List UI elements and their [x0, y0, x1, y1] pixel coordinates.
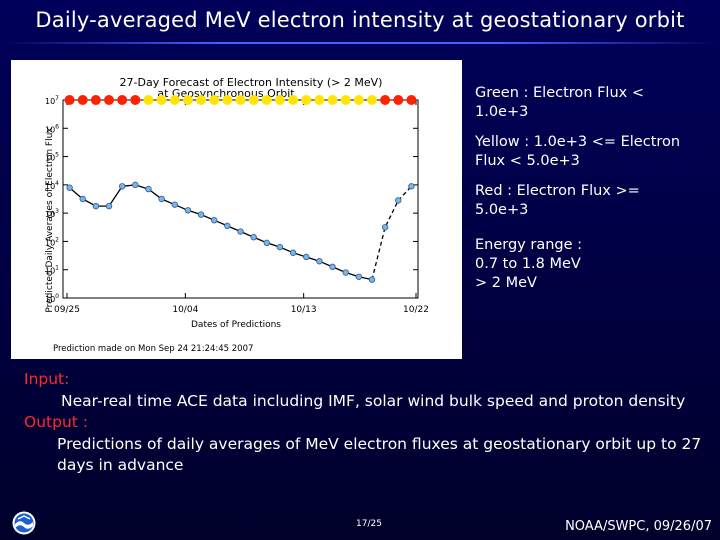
flux-line-projected	[371, 185, 412, 280]
energy-range-2: > 2 MeV	[475, 275, 537, 291]
chart-plot-area: 100 101 102 103 104 105 106 107 09/25 10/04 10/13 1…	[45, 95, 429, 315]
energy-range-label: Energy range :	[475, 237, 583, 253]
alert-dot	[274, 95, 285, 105]
title-divider	[0, 42, 720, 44]
y-tick-label: 103	[45, 208, 59, 219]
noaa-logo-icon	[12, 511, 36, 535]
flux-point	[381, 224, 389, 231]
flux-point	[303, 253, 310, 261]
flux-point	[355, 273, 363, 280]
flux-point	[79, 195, 86, 203]
y-tick-label: 106	[45, 123, 59, 134]
energy-range-1: 0.7 to 1.8 MeV	[475, 256, 581, 272]
alert-dot	[353, 95, 364, 105]
flux-point	[250, 233, 257, 241]
alert-dot	[169, 95, 180, 105]
flux-point	[171, 201, 178, 208]
flux-point	[342, 269, 349, 276]
flux-point	[368, 276, 376, 283]
y-tick-label: 101	[45, 265, 59, 276]
alert-dot	[301, 95, 312, 105]
flux-point	[158, 195, 165, 203]
alert-dot	[340, 95, 351, 105]
flux-point	[132, 181, 139, 189]
y-tick-label: 104	[45, 180, 59, 191]
flux-point	[289, 249, 297, 256]
forecast-chart-panel: 27-Day Forecast of Electron Intensity (>…	[11, 60, 462, 359]
alert-dot	[130, 95, 141, 105]
alert-dot	[104, 95, 115, 105]
alert-dot	[288, 95, 299, 105]
alert-dot	[156, 95, 167, 105]
alert-dot	[261, 95, 272, 105]
y-tick-label: 102	[45, 236, 59, 247]
input-description: Near-real time ACE data including IMF, s…	[61, 391, 686, 410]
flux-point	[145, 185, 152, 193]
legend-red: Red : Electron Flux >= 5.0e+3	[475, 183, 640, 218]
energy-range-block: Energy range : 0.7 to 1.8 MeV > 2 MeV	[475, 236, 695, 293]
alert-dot	[380, 95, 391, 105]
chart-frame	[62, 99, 419, 299]
alert-dot	[327, 95, 338, 105]
flux-line	[69, 184, 373, 281]
output-description: Predictions of daily averages of MeV ele…	[57, 434, 702, 475]
flux-point	[118, 183, 126, 190]
output-heading: Output :	[24, 413, 88, 431]
y-tick-label: 100	[45, 293, 59, 304]
alert-dot	[77, 95, 88, 105]
flux-point	[329, 263, 336, 271]
forecast-chart: 27-Day Forecast of Electron Intensity (>…	[45, 76, 429, 354]
page-number: 17/25	[356, 519, 382, 529]
y-tick-label: 107	[45, 95, 59, 106]
chart-subtitle: at Geosynchronous Orbit	[157, 87, 295, 100]
alert-dot	[406, 95, 417, 105]
alert-dot	[182, 95, 193, 105]
alert-dot	[64, 95, 75, 105]
alert-dot	[117, 95, 128, 105]
alert-dot	[196, 95, 207, 105]
alert-dot	[235, 95, 246, 105]
footer-credit: NOAA/SWPC, 09/26/07	[565, 519, 712, 534]
legend-green: Green : Electron Flux < 1.0e+3	[475, 85, 644, 120]
alert-dot	[366, 95, 377, 105]
x-tick-label: 10/22	[403, 305, 429, 315]
alert-dot	[143, 95, 154, 105]
alert-dot	[90, 95, 101, 105]
y-tick-label: 105	[45, 152, 59, 163]
flux-legend: Green : Electron Flux < 1.0e+3 Yellow : …	[475, 84, 695, 304]
notes-section: Input: Near-real time ACE data including…	[24, 369, 704, 477]
flux-point	[263, 239, 270, 247]
flux-point	[395, 197, 402, 204]
flux-point	[66, 184, 73, 191]
flux-point	[224, 222, 231, 230]
alert-dot	[209, 95, 220, 105]
flux-point	[237, 228, 244, 235]
flux-point	[408, 183, 415, 190]
chart-x-axis-label: Dates of Predictions	[191, 320, 281, 330]
alert-dot	[248, 95, 259, 105]
slide-title: Daily-averaged MeV electron intensity at…	[35, 8, 685, 32]
flux-point	[92, 202, 100, 210]
legend-yellow: Yellow : 1.0e+3 <= Electron Flux < 5.0e+…	[475, 134, 681, 169]
input-heading: Input:	[24, 370, 70, 388]
flux-point	[276, 243, 284, 251]
chart-footnote: Prediction made on Mon Sep 24 21:24:45 2…	[53, 344, 253, 354]
flux-point	[211, 217, 218, 224]
chart-y-axis-label: Predicted Daily Averages of Electron Flu…	[45, 127, 55, 313]
x-tick-label: 10/04	[172, 305, 198, 315]
alert-dot	[314, 95, 325, 105]
flux-point	[105, 202, 113, 210]
alert-dot	[222, 95, 233, 105]
alert-dot	[393, 95, 404, 105]
flux-point	[197, 211, 205, 218]
chart-title: 27-Day Forecast of Electron Intensity (>…	[120, 76, 383, 89]
x-tick-label: 09/25	[54, 305, 80, 315]
x-tick-label: 10/13	[291, 305, 317, 315]
flux-point	[184, 207, 192, 214]
flux-point	[316, 258, 323, 265]
